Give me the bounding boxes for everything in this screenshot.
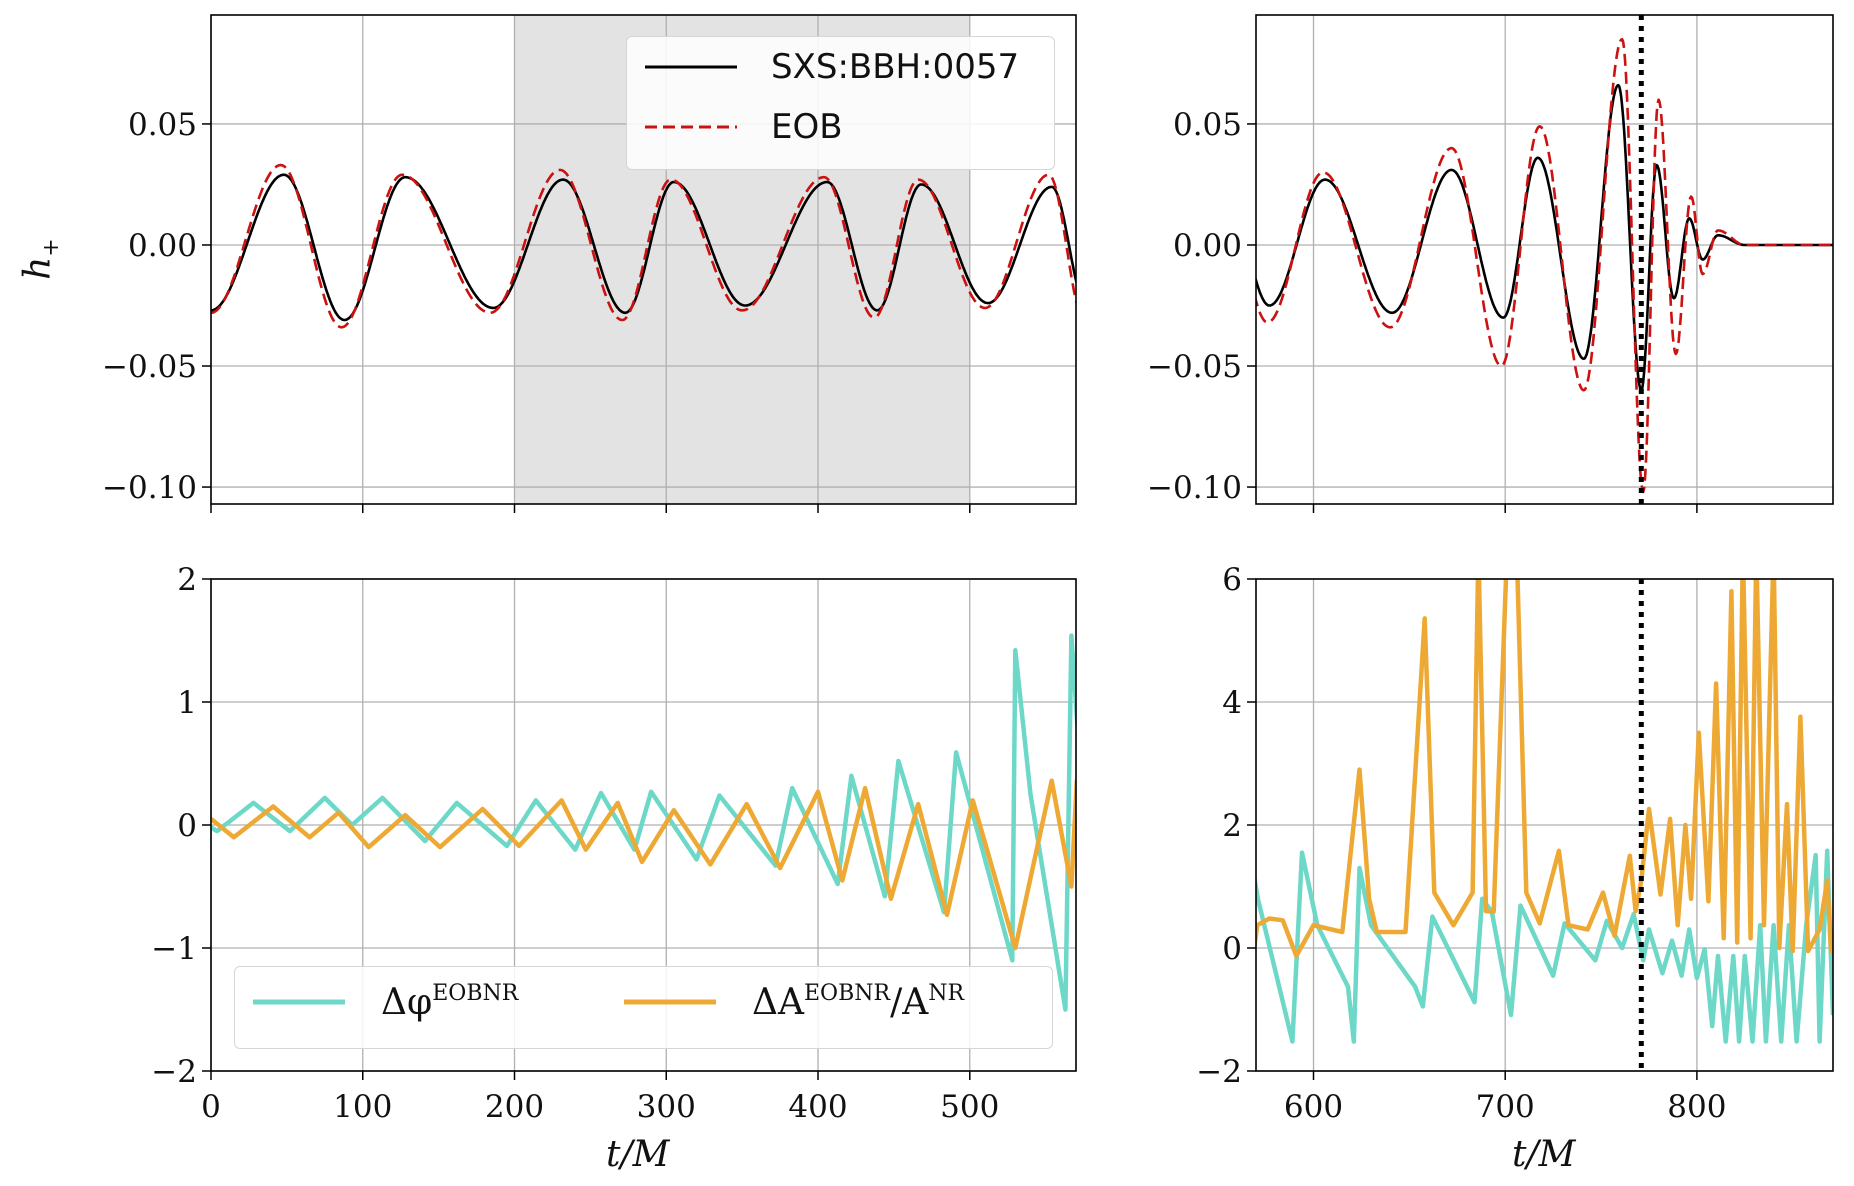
legend-swatch-dashed-red [645,125,737,129]
axes-frame [210,578,1077,1072]
x-axis-label-bottom-right: t/M [1512,1134,1576,1175]
y-tick-label: 6 [1222,562,1242,598]
subplot-top-right: 0.05 0.00 −0.05 −0.10 [1147,14,1834,513]
y-tick-label: −0.10 [102,470,197,506]
legend-label-nr: SXS:BBH:0057 [771,47,1020,87]
x-tick-label: 500 [940,1089,999,1125]
legend-entry-dphi: ΔφEOBNR [249,981,518,1023]
legend-swatch-teal [253,999,345,1005]
y-tick-label: 0.00 [1173,228,1242,264]
y-tick-label: 2 [177,562,197,598]
y-axis-label-top: h+ [18,238,64,280]
x-tick-label: 600 [1284,1089,1343,1125]
series-line-dphi [1256,848,1833,1044]
axes-frame [210,14,1077,505]
legend-bottom: ΔφEOBNR ΔAEOBNR/ANR [234,966,1053,1049]
y-tick-label: −0.05 [1147,349,1242,385]
dphi-sup: EOBNR [432,981,519,1006]
dphi-base: Δφ [381,982,433,1023]
y-tick-label: 0.00 [128,228,197,264]
ylabel-subscript: + [38,238,64,257]
series-line-nr [1256,83,1833,392]
legend-entry-eob: EOB [641,107,843,147]
legend-swatch-orange [624,999,716,1005]
x-tick-label: 400 [788,1089,847,1125]
y-tick-label: 0 [177,808,197,844]
y-tick-label: 0 [1222,931,1242,967]
legend-entry-damp: ΔAEOBNR/ANR [620,981,964,1023]
subplot-bottom-right: 600 700 800 6 4 2 0 −2 [1196,562,1834,1125]
legend-label-damp: ΔAEOBNR/ANR [752,981,964,1023]
y-tick-label: 0.05 [1173,107,1242,143]
x-tick-label: 300 [637,1089,696,1125]
legend-top: SXS:BBH:0057 EOB [626,36,1055,170]
series-group [211,633,1076,1012]
y-tick-label: −2 [151,1054,197,1090]
damp-sup: EOBNR [804,981,891,1006]
x-tick-label: 100 [333,1089,392,1125]
series-group [1256,37,1833,494]
x-axis-label-bottom-left: t/M [606,1134,670,1175]
x-tick-label: 200 [485,1089,544,1125]
series-group [211,163,1076,329]
legend-label-eob: EOB [771,107,843,147]
series-line-nr [211,173,1076,322]
damp-mid: /A [890,982,929,1023]
y-tick-label: 4 [1222,685,1242,721]
legend-swatch-solid-black [645,65,737,69]
y-tick-label: 2 [1222,808,1242,844]
series-line-damp [211,778,1076,951]
damp-base: ΔA [752,982,804,1023]
series-line-eob [1256,37,1833,494]
y-tick-label: −1 [151,931,197,967]
series-line-dphi [211,633,1076,1012]
series-group [1256,579,1833,1044]
y-tick-label: −0.10 [1147,470,1242,506]
axes-frame [1255,14,1834,505]
legend-entry-nr: SXS:BBH:0057 [641,47,1019,87]
x-tick-label: 700 [1476,1089,1535,1125]
damp-sup2: NR [928,981,965,1006]
ylabel-base: h [17,256,59,280]
axes-frame [1255,578,1834,1072]
series-line-eob [211,163,1076,329]
y-tick-label: −0.05 [102,349,197,385]
subplot-bottom-left: 0 100 200 300 400 500 2 1 0 −1 −2 [151,562,1077,1125]
x-tick-label: 0 [201,1089,221,1125]
series-line-damp [1256,579,1833,959]
y-tick-label: 0.05 [128,107,197,143]
legend-label-dphi: ΔφEOBNR [381,981,518,1023]
y-tick-label: −2 [1196,1054,1242,1090]
y-tick-label: 1 [177,685,197,721]
x-tick-label: 800 [1667,1089,1726,1125]
